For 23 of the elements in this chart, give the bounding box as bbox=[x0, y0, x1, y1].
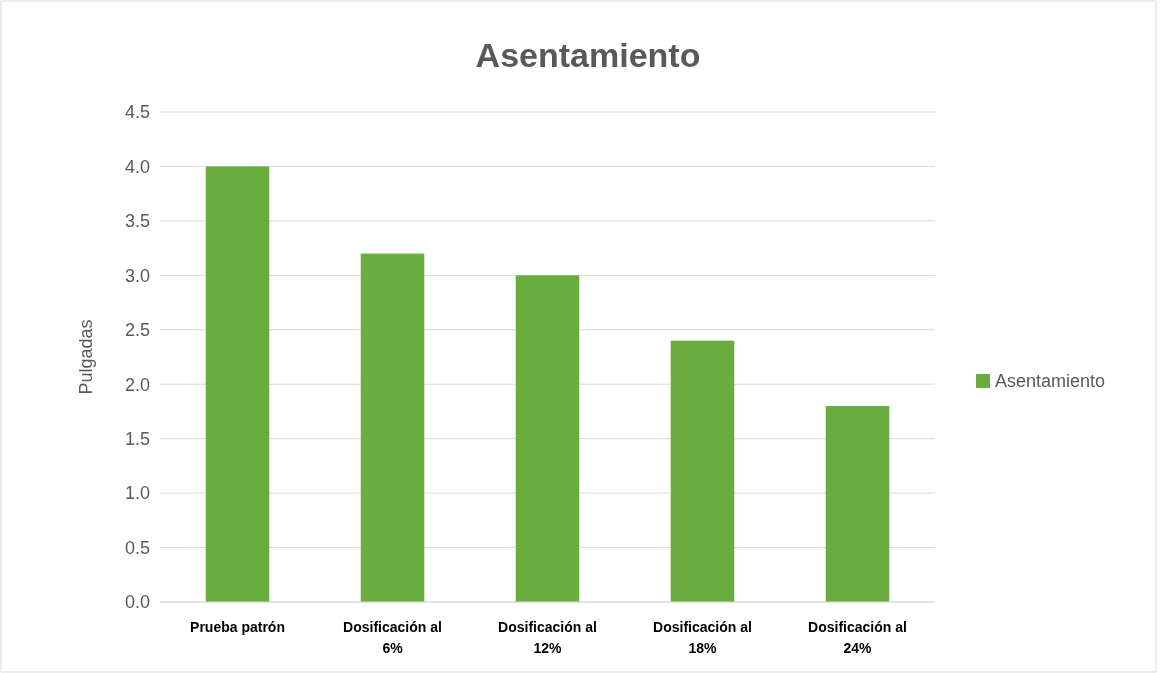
x-tick-label: Dosificación al 12% bbox=[498, 619, 597, 656]
x-tick-label: Dosificación al 24% bbox=[808, 619, 907, 656]
bar bbox=[515, 275, 580, 602]
y-tick-label: 2.5 bbox=[124, 320, 150, 341]
y-tick-label: 2.0 bbox=[124, 374, 150, 395]
y-tick-label: 1.0 bbox=[124, 483, 150, 504]
y-tick-label: 0.5 bbox=[124, 537, 150, 558]
y-tick-label: 3.5 bbox=[124, 211, 150, 232]
chart-title: Asentamiento bbox=[475, 36, 701, 74]
bar bbox=[360, 253, 425, 602]
y-axis-title: Pulgadas bbox=[76, 319, 96, 395]
text: 0.0 bbox=[124, 592, 150, 613]
bar bbox=[825, 406, 890, 602]
x-tick-label: Dosificación al 6% bbox=[343, 619, 442, 656]
y-tick-label: 3.0 bbox=[124, 265, 150, 286]
x-tick-label: Prueba patrón bbox=[190, 619, 285, 635]
y-tick-label: 1.5 bbox=[124, 428, 150, 449]
legend-label: Asentamiento bbox=[995, 371, 1106, 392]
bar bbox=[670, 340, 735, 602]
y-tick-label: 4.5 bbox=[124, 102, 150, 123]
y-tick-label: 4.0 bbox=[124, 156, 150, 177]
x-tick-label: Dosificación al 18% bbox=[653, 619, 752, 656]
bar bbox=[205, 166, 270, 602]
